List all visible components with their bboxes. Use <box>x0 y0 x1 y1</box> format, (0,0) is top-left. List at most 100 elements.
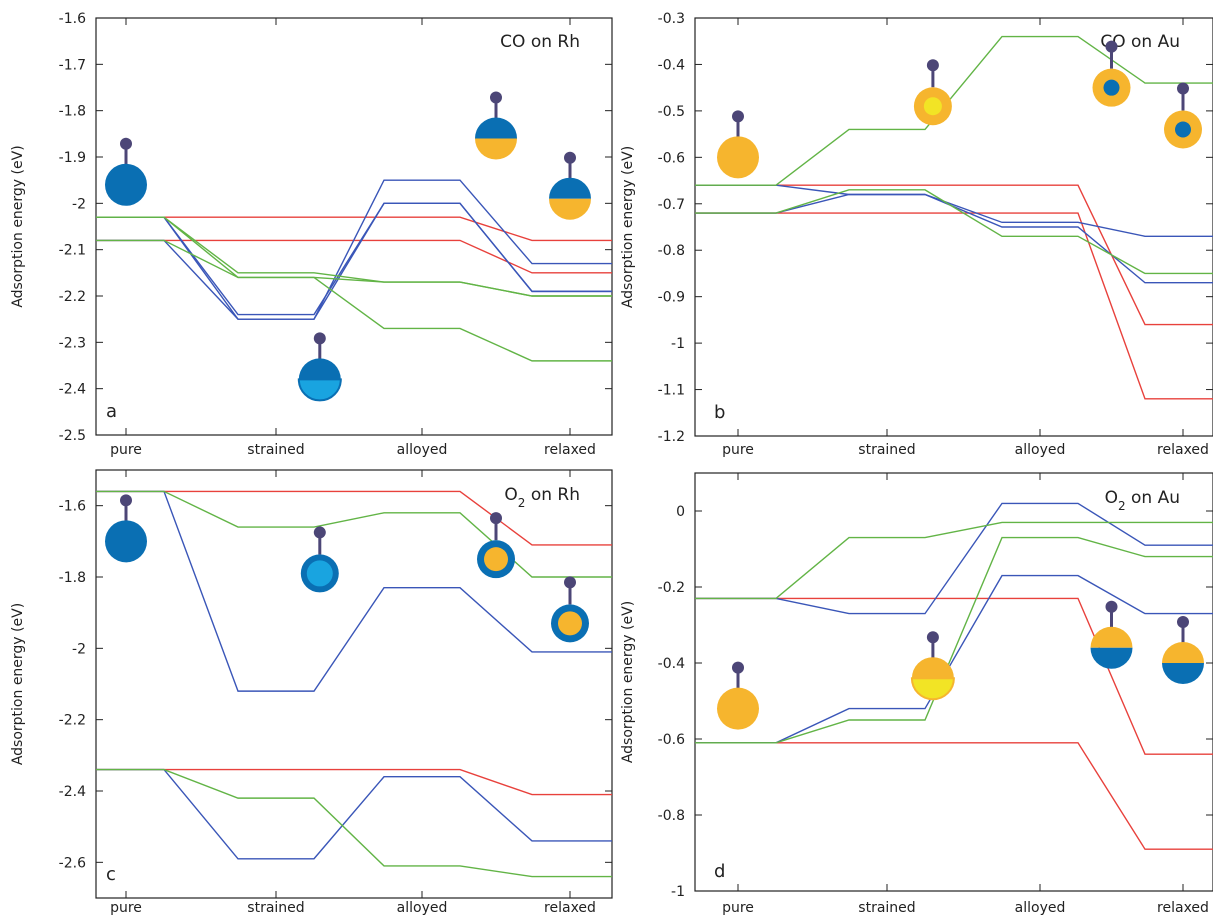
y-tick-label: -0.8 <box>658 243 685 259</box>
particle-icon <box>475 91 517 160</box>
panel-letter: a <box>106 401 117 422</box>
au-half <box>911 657 954 679</box>
y-axis-label: Adsorption energy (eV) <box>620 146 636 308</box>
particle-icon <box>477 512 515 579</box>
y-tick-label: 0 <box>676 504 685 520</box>
au-core <box>484 547 508 572</box>
x-tick-label: alloyed <box>1015 442 1066 458</box>
plot-frame <box>694 472 1213 892</box>
x-tick-label: alloyed <box>397 442 448 458</box>
x-tick-label: pure <box>722 900 754 916</box>
y-tick-label: -1.6 <box>59 499 86 515</box>
series-line-pure <box>96 490 612 546</box>
series-line-strained <box>695 502 1213 615</box>
y-tick-label: -0.3 <box>658 11 685 27</box>
y-tick-label: -2.3 <box>59 335 86 351</box>
series-line-strained <box>695 574 1213 744</box>
au-half <box>549 198 591 220</box>
adsorbate-atom <box>1105 600 1118 613</box>
rh-particle <box>105 520 147 563</box>
panel-a: -2.5 -2.4 -2.3 -2.2 -2.1 -2 -1.9 -1.8 -1.7 -1.6 pu… <box>10 11 613 458</box>
au-half <box>1090 626 1133 648</box>
plot-frame <box>95 469 613 899</box>
series-line-alloyed <box>695 536 1213 744</box>
y-tick-label: -1.8 <box>59 570 86 586</box>
au-light-core <box>923 97 942 116</box>
y-axis-label: Adsorption energy (eV) <box>10 145 26 307</box>
panel-title: CO on Au <box>1100 32 1180 52</box>
au-half <box>1162 642 1204 663</box>
panel-letter: b <box>714 402 725 423</box>
series-line-pure <box>96 768 612 796</box>
adsorbate-atom <box>1177 82 1189 95</box>
particle-icon <box>913 59 952 126</box>
au-particle <box>717 136 759 179</box>
y-tick-label: -0.4 <box>658 656 685 672</box>
x-tick-label: pure <box>110 900 142 916</box>
y-tick-label: -1.1 <box>658 383 685 399</box>
adsorbate-atom <box>732 661 744 674</box>
rh-particle <box>105 163 147 206</box>
x-tick-label: alloyed <box>397 900 448 916</box>
y-axis-label: Adsorption energy (eV) <box>10 603 26 765</box>
rh-core <box>1175 121 1191 138</box>
rh-light-core <box>306 560 333 587</box>
rh-half <box>475 117 517 139</box>
adsorbate-atom <box>926 59 939 72</box>
series-line-strained <box>96 768 612 860</box>
adsorbate-atom <box>490 512 502 525</box>
particle-icon <box>105 494 147 563</box>
y-tick-label: -2.2 <box>59 713 86 729</box>
panel-title: O2 on Rh <box>504 485 580 510</box>
panel-title: O2 on Au <box>1105 488 1180 513</box>
rh-light-half <box>297 378 342 402</box>
series-line-pure <box>695 742 1213 850</box>
series-line-alloyed <box>695 189 1213 275</box>
panel-c: -2.6 -2.4 -2.2 -2 -1.8 -1.6 pure strained alloye… <box>10 469 613 916</box>
series-line-pure <box>695 597 1213 755</box>
x-tick-label: strained <box>858 900 915 916</box>
x-tick-label: pure <box>110 442 142 458</box>
series-line-pure <box>96 239 612 274</box>
au-half <box>475 138 517 160</box>
particle-icon <box>910 631 955 701</box>
y-tick-label: -0.6 <box>658 150 685 166</box>
y-tick-label: -0.8 <box>658 808 685 824</box>
adsorbate-atom <box>120 494 132 507</box>
series-line-strained <box>695 193 1213 284</box>
adsorbate-atom <box>490 91 502 104</box>
x-tick-label: pure <box>722 442 754 458</box>
series-line-alloyed <box>695 521 1213 600</box>
rh-half <box>1090 647 1133 669</box>
x-tick-label: strained <box>247 442 304 458</box>
y-tick-label: -2.4 <box>59 784 86 800</box>
series-line-pure <box>695 184 1213 326</box>
adsorbate-atom <box>732 110 744 123</box>
y-tick-label: -0.5 <box>658 104 685 120</box>
y-tick-label: -1.6 <box>59 11 86 27</box>
particle-icon <box>1164 82 1202 149</box>
au-particle <box>717 687 759 730</box>
panel-title: CO on Rh <box>500 32 580 52</box>
series-line-strained <box>96 202 612 320</box>
particle-icon <box>551 576 589 643</box>
adsorbate-atom <box>564 151 576 164</box>
y-tick-label: -2 <box>72 196 86 212</box>
panel-d: -1 -0.8 -0.6 -0.4 -0.2 0 pure strained alloyed re… <box>620 472 1213 916</box>
au-core <box>558 611 582 636</box>
y-tick-label: -2.6 <box>59 855 86 871</box>
series-line-pure <box>96 216 612 242</box>
particle-icon <box>1162 616 1204 684</box>
y-tick-label: -1 <box>671 336 685 352</box>
au-light-half <box>910 677 955 701</box>
x-tick-label: relaxed <box>1157 442 1209 458</box>
particle-icon <box>717 661 759 730</box>
particle-icon <box>105 137 147 206</box>
y-tick-label: -0.7 <box>658 197 685 213</box>
y-tick-label: -0.4 <box>658 57 685 73</box>
x-tick-label: relaxed <box>544 442 596 458</box>
series-line-strained <box>96 179 612 320</box>
y-tick-label: -0.9 <box>658 290 685 306</box>
panel-letter: c <box>106 864 116 885</box>
y-tick-label: -2.2 <box>59 289 86 305</box>
